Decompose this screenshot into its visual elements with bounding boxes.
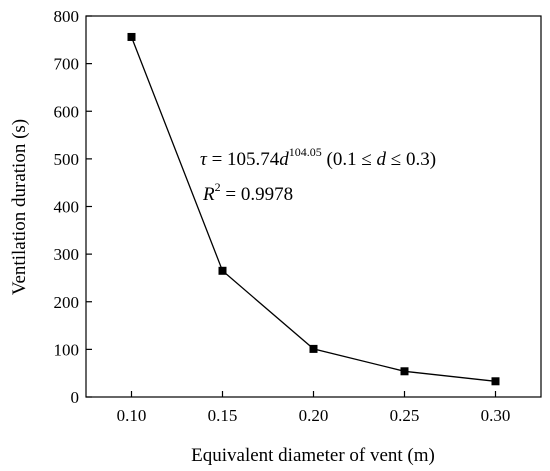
y-axis-title: Ventilation duration (s) <box>9 119 30 295</box>
y-tick-label: 300 <box>54 245 80 264</box>
data-point-marker <box>218 266 227 275</box>
y-tick-label: 100 <box>54 340 80 359</box>
x-tick-label: 0.10 <box>117 406 147 425</box>
x-tick-label: 0.25 <box>390 406 420 425</box>
y-tick-label: 500 <box>54 150 80 169</box>
y-tick-label: 600 <box>54 102 80 121</box>
y-tick-label: 200 <box>54 293 80 312</box>
x-tick-label: 0.15 <box>208 406 238 425</box>
y-axis: 0 100 200 300 400 500 600 700 800 <box>54 7 92 407</box>
data-point-marker <box>309 344 318 353</box>
data-point-marker <box>491 377 500 386</box>
r-squared: R2 = 0.9978 <box>202 180 293 205</box>
x-tick-label: 0.30 <box>481 406 511 425</box>
data-point-marker <box>400 367 409 376</box>
x-axis-title: Equivalent diameter of vent (m) <box>191 445 435 466</box>
series-layer <box>127 32 500 386</box>
series-line <box>130 36 496 382</box>
y-tick-label: 700 <box>54 55 80 74</box>
x-tick-label: 0.20 <box>299 406 329 425</box>
data-point-marker <box>127 32 136 41</box>
x-axis: 0.10 0.15 0.20 0.25 0.30 <box>117 391 511 425</box>
y-tick-label: 800 <box>54 7 80 26</box>
y-tick-label: 400 <box>54 198 80 217</box>
plot-frame <box>85 15 542 398</box>
fit-equation: τ = 105.74d104.05 (0.1 ≤ d ≤ 0.3) <box>200 145 436 170</box>
y-tick-label: 0 <box>71 388 80 407</box>
